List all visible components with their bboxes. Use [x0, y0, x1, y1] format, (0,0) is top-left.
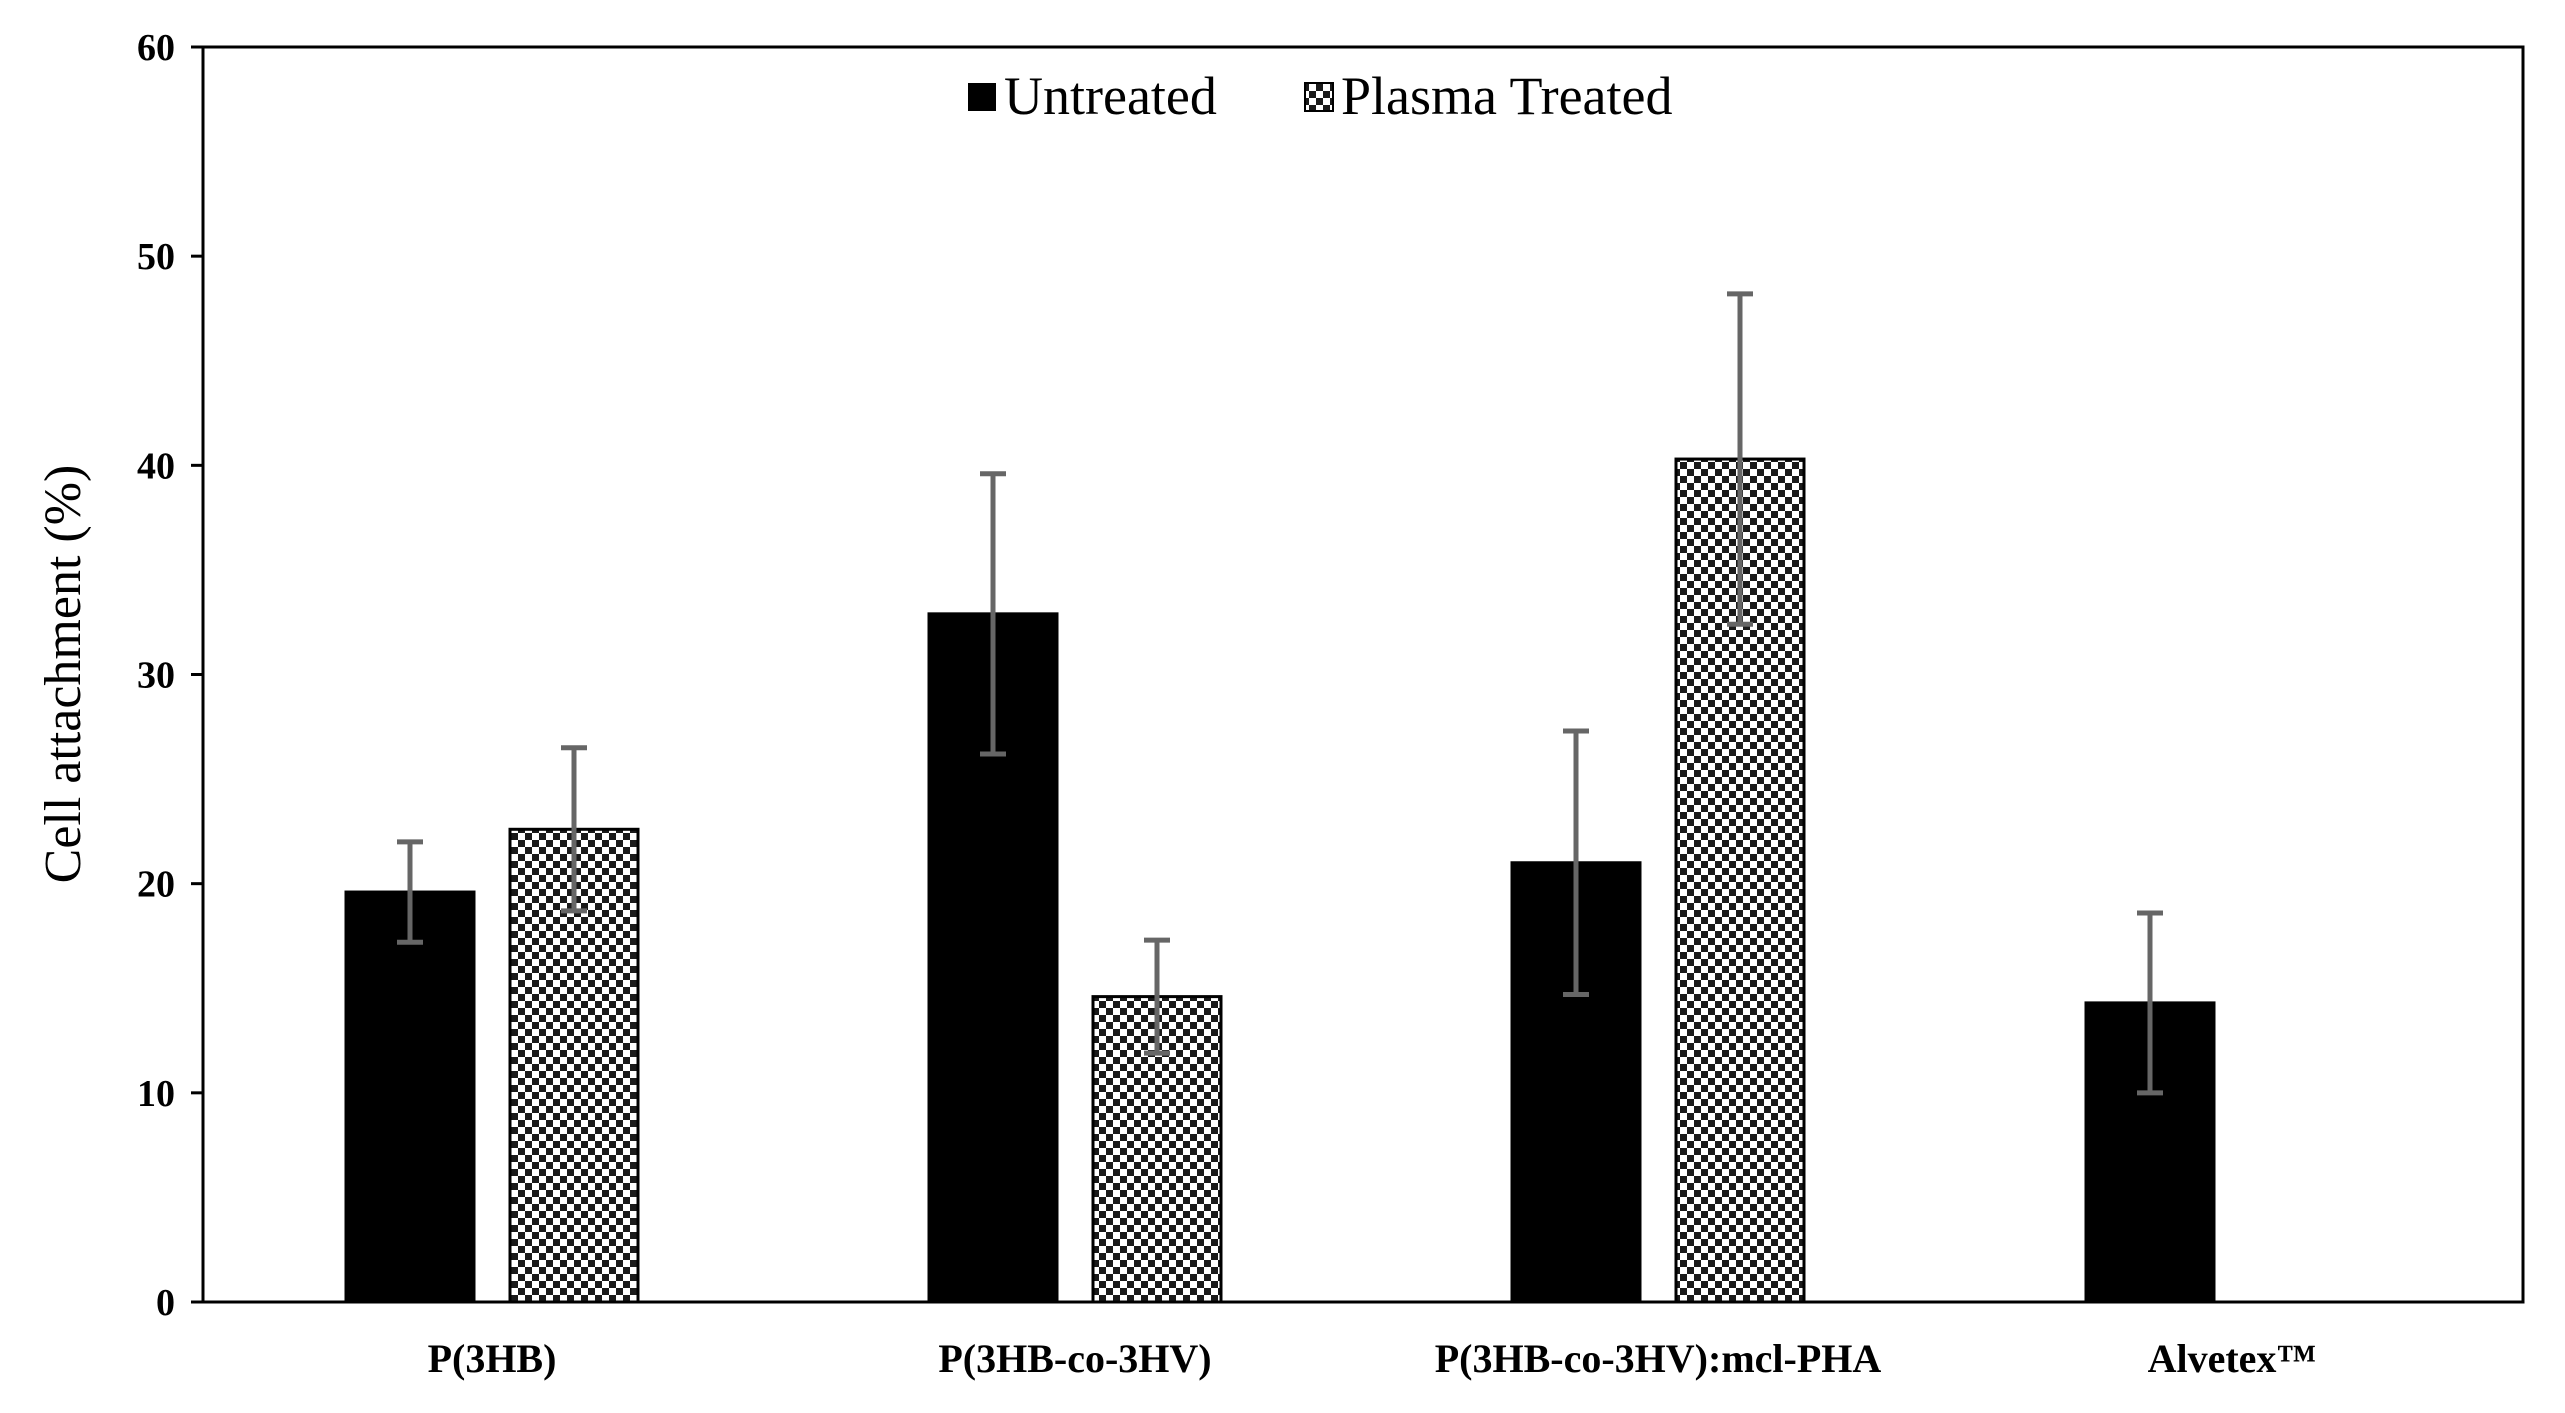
category-label: P(3HB-co-3HV) — [938, 1336, 1211, 1381]
bars — [344, 291, 2216, 1304]
legend: Untreated Plasma Treated — [968, 66, 1673, 126]
legend-label-untreated: Untreated — [1004, 66, 1217, 126]
category-label: P(3HB-co-3HV):mcl-PHA — [1435, 1336, 1882, 1381]
x-axis: P(3HB) P(3HB-co-3HV) P(3HB-co-3HV):mcl-PHA… — [428, 1336, 2317, 1381]
category-label: P(3HB) — [428, 1336, 557, 1381]
legend-swatch-plasma-treated — [1304, 82, 1334, 112]
y-tick-label: 50 — [137, 236, 175, 278]
legend-label-plasma-treated: Plasma Treated — [1341, 66, 1673, 126]
bar-untreated — [1510, 861, 1642, 1304]
bar-untreated — [344, 890, 476, 1304]
error-bar — [980, 471, 1006, 757]
error-bar — [1144, 937, 1170, 1056]
error-bar — [397, 839, 423, 945]
error-bar — [1563, 728, 1589, 998]
y-tick-label: 30 — [137, 655, 175, 697]
y-tick-label: 20 — [137, 864, 175, 906]
error-bar — [2137, 910, 2163, 1096]
y-tick-label: 60 — [137, 27, 175, 69]
error-bar — [1727, 291, 1753, 627]
y-axis: 0 10 20 30 40 50 60 — [137, 27, 203, 1324]
error-bar — [561, 745, 587, 914]
y-axis-title: Cell attachment (%) — [35, 465, 92, 884]
y-tick-label: 10 — [137, 1073, 175, 1115]
y-tick-label: 0 — [156, 1282, 175, 1324]
y-tick-label: 40 — [137, 445, 175, 487]
legend-swatch-untreated — [968, 83, 996, 111]
category-label: Alvetex™ — [2148, 1336, 2317, 1381]
